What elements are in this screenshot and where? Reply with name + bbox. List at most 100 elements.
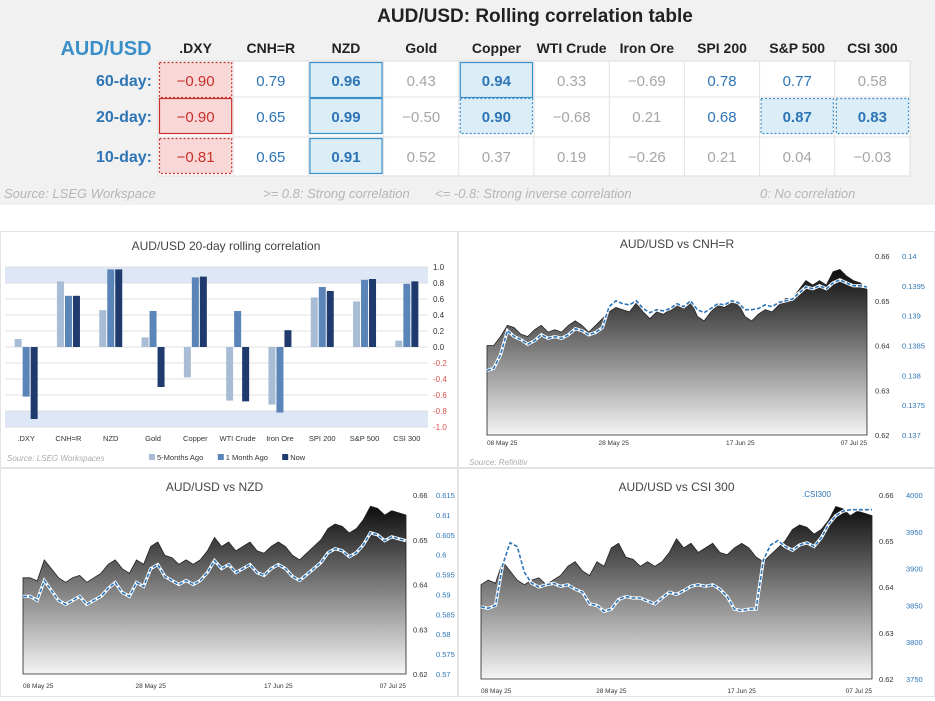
left-tick-label: 0.64: [875, 342, 890, 351]
right-tick-label: 0.61: [436, 511, 451, 520]
table-cell-value: 0.77: [783, 73, 812, 90]
table-legend-item: 0: No correlation: [760, 186, 855, 201]
table-row-label: 20-day:: [96, 109, 152, 126]
nzd-chart-panel: AUD/USD vs NZD 0.66 0.65 0.64 0.63 0.62 0.615 0…: [0, 468, 458, 697]
table-cell-highlight: [158, 137, 233, 175]
right-tick-label: 3900: [906, 565, 923, 574]
right-tick-label: 0.139: [902, 312, 921, 321]
table-cell-value: 0.21: [707, 149, 736, 166]
table-column-header: WTI Crude: [537, 40, 607, 56]
table-legend-item: <= -0.8: Strong inverse correlation: [435, 186, 632, 201]
right-tick-label: 0.585: [436, 610, 455, 619]
bar: [411, 281, 419, 347]
table-cell-highlight: [459, 97, 534, 135]
table-row-label: 60-day:: [96, 73, 152, 90]
chart-title: AUD/USD vs NZD: [166, 480, 264, 494]
legend-entry: 5-Months Ago: [157, 453, 203, 462]
table-cell-value: 0.83: [858, 109, 887, 126]
table-column-header: CNH=R: [246, 40, 295, 56]
table-cell-value: 0.68: [707, 109, 736, 126]
table-cell-value: −0.03: [853, 149, 891, 166]
table-cell-value: 0.79: [256, 73, 285, 90]
table-cell-value: −0.68: [553, 109, 591, 126]
bar: [14, 339, 22, 347]
y-tick-label: -0.8: [433, 407, 447, 416]
bar: [191, 277, 199, 347]
bar: [99, 310, 107, 347]
y-tick-label: 0.4: [433, 311, 445, 320]
legend-swatch: [282, 454, 289, 460]
bar: [199, 276, 207, 347]
table-cell-value: 0.58: [858, 73, 887, 90]
bar-chart-panel: AUD/USD 20-day rolling correlation 1.0 0.8…: [0, 231, 458, 468]
bar: [403, 283, 411, 347]
left-tick-label: 0.64: [413, 581, 428, 590]
table-cell-value: 0.87: [783, 109, 812, 126]
x-tick-label: 08 May 25: [23, 683, 54, 690]
cnh-chart-panel: AUD/USD vs CNH=R 0.66 0.65 0.64 0.63 0.62 0.14…: [458, 231, 935, 468]
right-tick-label: 4000: [906, 491, 923, 500]
x-tick-label: WTI Crude: [220, 434, 256, 443]
table-cell-value: 0.04: [783, 149, 812, 166]
y-tick-label: -1.0: [433, 423, 447, 432]
table-column-header: Gold: [405, 40, 437, 56]
comparison-line-series: [480, 508, 872, 613]
csi-chart-panel: AUD/USD vs CSI 300 0.66 0.65 0.64 0.63 0.62 40…: [458, 468, 935, 697]
right-tick-label: 0.575: [436, 650, 455, 659]
left-tick-label: 0.62: [413, 670, 428, 679]
bar: [149, 311, 157, 347]
series-label: .CSI300: [802, 490, 831, 499]
left-tick-label: 0.64: [879, 583, 894, 592]
bar: [115, 269, 123, 347]
table-cell-value: 0.65: [256, 149, 285, 166]
table-cell-value: −0.69: [628, 73, 666, 90]
bar: [310, 297, 318, 347]
x-tick-label: Iron Ore: [266, 434, 294, 443]
table-cell-value: −0.50: [402, 109, 440, 126]
bar: [234, 311, 242, 347]
table-cell-value: 0.52: [407, 149, 436, 166]
bar: [361, 279, 369, 347]
table-cell-value: 0.19: [557, 149, 586, 166]
right-tick-label: 0.137: [902, 431, 921, 440]
left-tick-label: 0.66: [413, 491, 428, 500]
left-tick-label: 0.63: [879, 629, 894, 638]
bar: [369, 279, 377, 347]
x-tick-label: 28 May 25: [135, 683, 166, 690]
x-tick-label: 07 Jul 25: [841, 440, 868, 447]
table-cell-value: 0.91: [331, 149, 360, 166]
chart-source: Source: LSEG Workspaces: [7, 454, 104, 463]
audusd-vs-nzd-chart: AUD/USD vs NZD 0.66 0.65 0.64 0.63 0.62 0.615 0…: [22, 480, 455, 690]
right-tick-label: 0.14: [902, 252, 917, 261]
bar: [107, 269, 115, 347]
right-tick-label: 0.595: [436, 571, 455, 580]
table-cell-value: 0.33: [557, 73, 586, 90]
table-cell-highlight: [459, 61, 534, 99]
x-tick-label: 07 Jul 25: [380, 683, 407, 690]
x-tick-label: S&P 500: [350, 434, 379, 443]
left-tick-label: 0.62: [879, 675, 894, 684]
right-tick-label: 3750: [906, 675, 923, 684]
left-tick-label: 0.63: [413, 625, 428, 634]
table-title: AUD/USD: Rolling correlation table: [377, 6, 693, 27]
table-cell-value: 0.43: [407, 73, 436, 90]
legend-swatch: [217, 454, 224, 460]
right-tick-label: 3950: [906, 528, 923, 537]
left-tick-label: 0.63: [875, 386, 890, 395]
table-cell-value: −0.81: [177, 149, 215, 166]
x-tick-label: 17 Jun 25: [264, 683, 293, 690]
left-tick-label: 0.65: [413, 536, 428, 545]
audusd-area-series: [486, 268, 868, 436]
correlation-table: AUD/USD: Rolling correlation table AUD/US…: [4, 6, 911, 201]
table-column-header: Iron Ore: [620, 40, 675, 56]
chart-title: AUD/USD vs CNH=R: [620, 237, 735, 251]
bar: [353, 301, 361, 347]
y-tick-label: 0.8: [433, 279, 445, 288]
y-tick-label: 1.0: [433, 263, 445, 272]
chart-title: AUD/USD 20-day rolling correlation: [132, 239, 321, 253]
table-cell-value: 0.99: [331, 109, 360, 126]
chart-source: Source: Refinitiv: [469, 458, 528, 467]
bar: [268, 347, 276, 405]
y-tick-label: 0.0: [433, 343, 445, 352]
bar: [326, 291, 334, 347]
